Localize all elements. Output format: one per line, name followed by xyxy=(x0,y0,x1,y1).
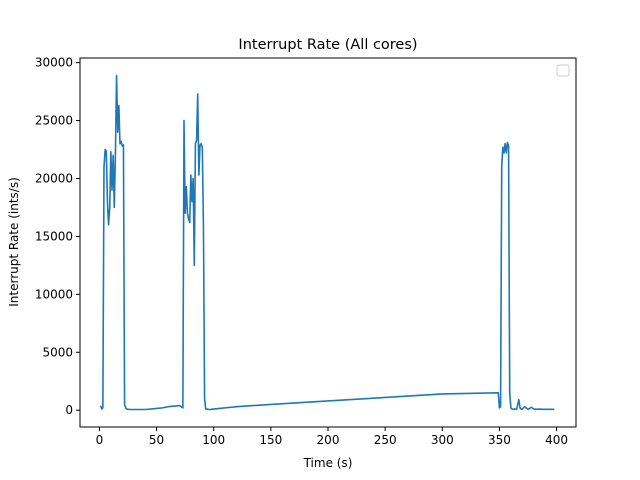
x-tick-label: 250 xyxy=(374,433,397,447)
x-tick-label: 100 xyxy=(202,433,225,447)
x-axis-title: Time (s) xyxy=(303,456,353,470)
series-line-0 xyxy=(99,74,555,411)
y-axis-title: Interrupt Rate (ints/s) xyxy=(7,177,21,307)
x-axis: 0 50 100 150 200 250 300 350 400 xyxy=(96,427,568,447)
y-tick-label: 25000 xyxy=(35,114,73,128)
y-tick-label: 5000 xyxy=(42,345,73,359)
x-tick-label: 50 xyxy=(149,433,164,447)
plot-area xyxy=(99,74,555,411)
y-tick-label: 20000 xyxy=(35,171,73,185)
legend xyxy=(556,64,570,77)
y-tick-label: 0 xyxy=(65,403,73,417)
x-tick-label: 200 xyxy=(317,433,340,447)
x-tick-label: 0 xyxy=(96,433,104,447)
x-tick-label: 150 xyxy=(259,433,282,447)
y-tick-label: 10000 xyxy=(35,287,73,301)
y-tick-label: 30000 xyxy=(35,56,73,70)
x-tick-label: 400 xyxy=(545,433,568,447)
y-axis: 0 5000 10000 15000 20000 25000 30000 xyxy=(35,56,80,417)
x-tick-label: 300 xyxy=(431,433,454,447)
x-tick-label: 350 xyxy=(488,433,511,447)
y-tick-label: 15000 xyxy=(35,229,73,243)
chart-title: Interrupt Rate (All cores) xyxy=(238,37,417,53)
